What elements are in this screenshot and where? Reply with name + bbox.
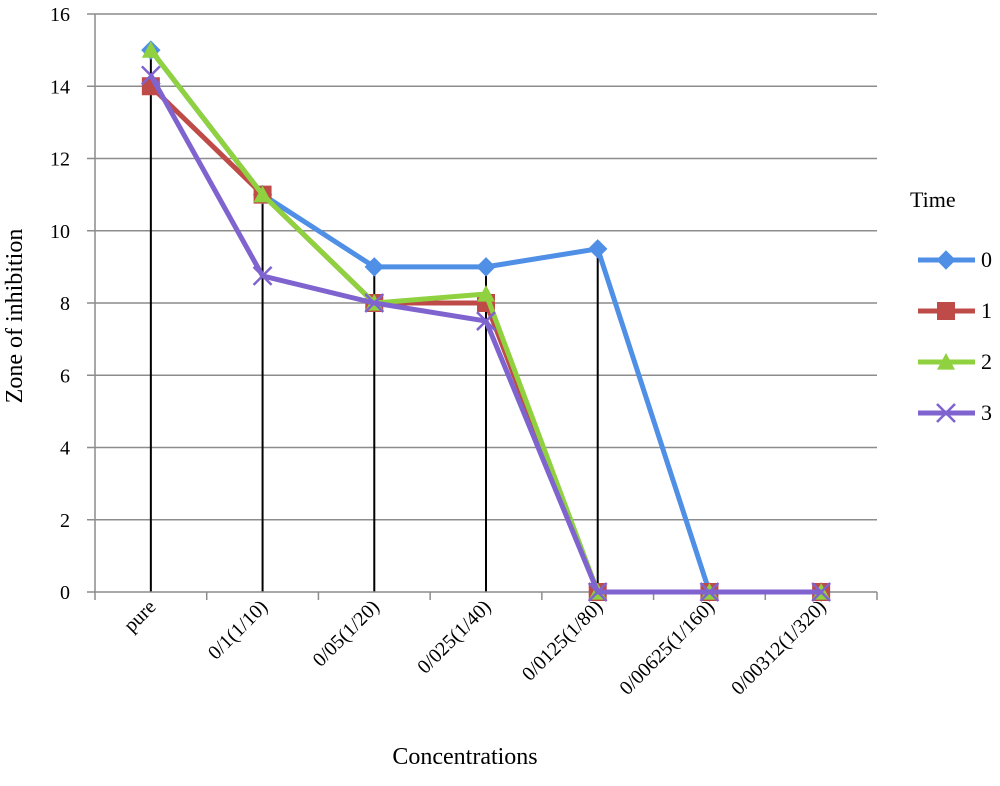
data-point <box>364 293 385 313</box>
x-tick-label: 0/0125(1/80) <box>518 596 607 685</box>
legend-label: 2 <box>981 349 992 374</box>
data-point <box>141 41 160 58</box>
x-tick-label: 0/00625(1/160) <box>615 596 719 700</box>
legend-marker <box>937 302 955 320</box>
data-point <box>588 239 608 259</box>
data-point <box>477 284 495 302</box>
y-tick-label: 14 <box>50 76 70 98</box>
y-axis-title: Zone of inhibition <box>2 229 28 404</box>
drop-lines <box>149 50 599 592</box>
y-tick-label: 8 <box>60 293 70 315</box>
x-tick-label: pure <box>120 596 161 637</box>
legend-item: 0 <box>918 247 992 272</box>
legend-label: 3 <box>981 400 992 425</box>
legend-marker <box>936 250 956 270</box>
data-point <box>587 582 608 602</box>
legend-marker <box>937 353 955 370</box>
data-point <box>364 257 384 277</box>
legend-marker <box>936 403 956 423</box>
data-point <box>476 311 496 331</box>
x-tick-label: 0/00312(1/320) <box>727 596 831 700</box>
data-point <box>252 266 273 286</box>
data-point <box>476 257 496 277</box>
y-tick-labels: 0 2 4 6 8 10 12 14 16 <box>50 4 70 604</box>
legend-item: 3 <box>918 400 992 425</box>
x-tick-label: 0/1(1/10) <box>204 596 272 664</box>
x-tick-label: 0/025(1/40) <box>413 596 495 678</box>
y-tick-label: 10 <box>50 221 70 243</box>
data-point <box>699 582 720 602</box>
data-point <box>140 65 161 86</box>
x-tick-label: 0/05(1/20) <box>309 596 384 671</box>
y-tick-label: 2 <box>60 510 70 532</box>
data-point <box>253 185 272 203</box>
y-tick-label: 6 <box>60 365 70 387</box>
y-tick-label: 16 <box>50 4 70 26</box>
data-point <box>811 582 832 602</box>
legend-label: 0 <box>981 247 992 272</box>
legend-item: 2 <box>918 349 992 374</box>
legend-item: 1 <box>918 298 992 323</box>
series-3 <box>140 65 832 602</box>
y-tick-label: 0 <box>60 582 70 604</box>
legend-title: Time <box>910 187 956 212</box>
y-tick-label: 12 <box>50 149 70 171</box>
x-tick-labels: pure 0/1(1/10) 0/05(1/20) 0/025(1/40) 0/0125… <box>120 596 831 700</box>
legend-label: 1 <box>981 298 992 323</box>
series-group <box>140 40 832 602</box>
x-axis-title: Concentrations <box>392 744 537 770</box>
y-tick-label: 4 <box>60 438 70 460</box>
legend: Time 0 1 2 3 <box>910 187 992 425</box>
